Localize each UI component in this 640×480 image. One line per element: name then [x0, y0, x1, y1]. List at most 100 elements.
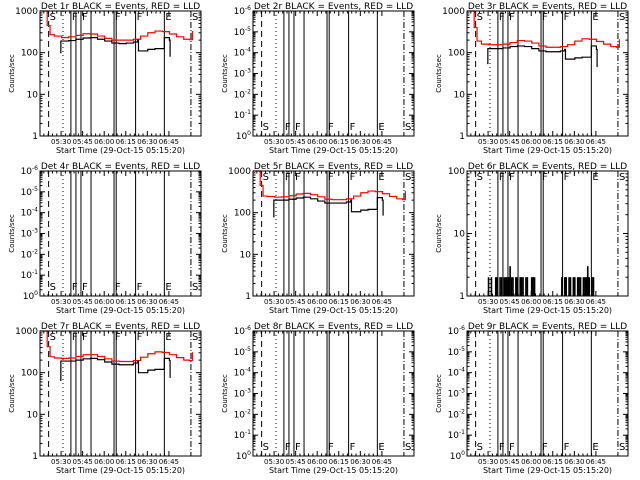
x-tick-label: 05:45 — [73, 458, 93, 466]
x-tick-label: 05:45 — [286, 138, 306, 146]
marker-label: E — [165, 282, 171, 293]
panel-det-3: Det 3r BLACK = Events, RED = LLD Counts/s… — [435, 2, 629, 155]
y-tick-label: 10-2 — [234, 88, 252, 100]
x-tick-label: 05:30 — [51, 458, 71, 466]
marker-label: F — [82, 12, 88, 23]
marker-label: S — [50, 282, 56, 293]
x-tick-label: 06:45 — [372, 458, 392, 466]
y-tick-label: 1000 — [15, 327, 38, 337]
y-tick-label: 10-6 — [234, 325, 252, 337]
y-tick-label: 10-3 — [21, 228, 39, 240]
marker-label: F — [285, 442, 291, 453]
x-tick-label: 06:30 — [137, 298, 157, 306]
plot-frame — [252, 330, 415, 457]
marker-label: F — [542, 12, 548, 23]
x-axis-label: Start Time (29-Oct-15 05:15:20) — [483, 466, 612, 475]
y-tick-label: 1 — [459, 292, 465, 302]
y-tick-label: 10-3 — [234, 388, 252, 400]
y-tick-label: 100 — [448, 49, 465, 59]
x-tick-label: 06:45 — [586, 298, 606, 306]
marker-label: F — [115, 12, 121, 23]
marker-label: F — [115, 282, 121, 293]
x-tick-label: 05:30 — [478, 458, 498, 466]
lld-series-line — [467, 10, 620, 48]
marker-label: F — [285, 122, 291, 133]
y-tick-label: 10-1 — [21, 269, 39, 281]
x-tick-label: 06:45 — [159, 138, 179, 146]
marker-label: F — [542, 442, 548, 453]
panel-title: Det 1r BLACK = Events, RED = LLD — [41, 2, 200, 12]
x-tick-label: 06:00 — [307, 298, 327, 306]
marker-label: F — [564, 442, 570, 453]
plot-frame — [39, 330, 202, 457]
x-tick-label: 06:15 — [329, 298, 349, 306]
y-tick-label: 10 — [454, 230, 466, 240]
x-tick-label: 06:15 — [116, 138, 136, 146]
x-tick-label: 06:45 — [586, 458, 606, 466]
marker-label: F — [328, 442, 334, 453]
marker-label: F — [499, 172, 505, 183]
x-axis-label: Start Time (29-Oct-15 05:15:20) — [269, 146, 398, 155]
marker-label: F — [350, 442, 356, 453]
marker-label: S — [50, 332, 56, 343]
y-tick-label: 1 — [245, 292, 251, 302]
marker-label: S — [50, 12, 56, 23]
y-tick-label: 10-6 — [234, 5, 252, 17]
y-tick-label: 100 — [21, 49, 38, 59]
y-axis-label: Counts/sec — [435, 214, 443, 253]
y-tick-label: 1 — [459, 132, 465, 142]
x-tick-label: 06:00 — [94, 298, 114, 306]
x-tick-label: 06:15 — [543, 298, 563, 306]
y-tick-label: 1000 — [15, 7, 38, 17]
x-tick-label: 06:30 — [350, 138, 370, 146]
y-axis-label: Counts/sec — [221, 54, 229, 93]
x-tick-label: 06:15 — [116, 458, 136, 466]
y-tick-label: 10 — [454, 90, 466, 100]
x-tick-label: 06:15 — [543, 458, 563, 466]
marker-label: S — [405, 442, 411, 453]
marker-label: F — [82, 282, 88, 293]
panel-det-7: Det 7r BLACK = Events, RED = LLD Counts/s… — [8, 322, 202, 475]
plot-frame — [39, 170, 202, 297]
y-tick-label: 10-2 — [448, 408, 466, 420]
x-tick-label: 05:30 — [51, 138, 71, 146]
plot-frame — [466, 170, 629, 297]
lld-series-line — [253, 170, 406, 201]
marker-label: F — [72, 282, 78, 293]
marker-label: F — [295, 442, 301, 453]
y-tick-label: 100 — [236, 450, 251, 462]
y-tick-label: 100 — [234, 209, 251, 219]
x-tick-label: 06:30 — [564, 138, 584, 146]
marker-label: F — [542, 172, 548, 183]
marker-label: S — [477, 172, 483, 183]
x-tick-label: 06:30 — [564, 458, 584, 466]
x-tick-label: 06:45 — [372, 298, 392, 306]
panel-det-9: Det 9r BLACK = Events, RED = LLD Counts/s… — [435, 322, 629, 475]
marker-label: S — [263, 122, 269, 133]
events-series-line — [60, 36, 171, 57]
marker-label: F — [499, 12, 505, 23]
lld-series-line — [40, 10, 193, 41]
panel-det-4: Det 4r BLACK = Events, RED = LLD Counts/s… — [8, 162, 202, 315]
y-tick-label: 10-4 — [234, 47, 252, 59]
x-tick-label: 06:45 — [159, 298, 179, 306]
y-tick-label: 100 — [23, 290, 38, 302]
marker-label: E — [165, 332, 171, 343]
panel-det-6: Det 6r BLACK = Events, RED = LLD Counts/s… — [435, 162, 629, 315]
panel-title: Det 2r BLACK = Events, RED = LLD — [254, 2, 413, 12]
x-tick-label: 06:00 — [94, 138, 114, 146]
marker-label: F — [285, 172, 291, 183]
x-tick-label: 06:15 — [329, 458, 349, 466]
marker-label: S — [192, 332, 198, 343]
marker-label: S — [405, 122, 411, 133]
marker-label: S — [263, 172, 269, 183]
x-tick-label: 05:45 — [286, 298, 306, 306]
y-tick-label: 10-4 — [21, 207, 39, 219]
x-tick-label: 05:30 — [264, 458, 284, 466]
marker-label: F — [295, 122, 301, 133]
events-series-line — [487, 45, 598, 68]
panel-det-1: Det 1r BLACK = Events, RED = LLD Counts/s… — [8, 2, 202, 155]
x-tick-label: 05:30 — [51, 298, 71, 306]
marker-label: F — [350, 172, 356, 183]
